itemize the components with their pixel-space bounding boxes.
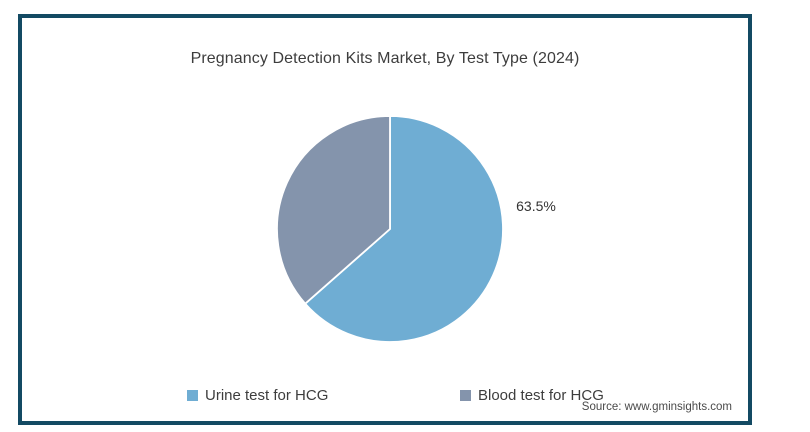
- legend-item-urine-test: Urine test for HCG: [187, 386, 328, 404]
- pie-slice-data-label: 63.5%: [516, 198, 556, 214]
- chart-legend: Urine test for HCG Blood test for HCG: [22, 386, 748, 404]
- pie-chart-svg: [276, 115, 504, 343]
- legend-item-blood-test: Blood test for HCG: [460, 386, 604, 404]
- legend-label-blood-test: Blood test for HCG: [478, 386, 604, 404]
- pie-slice-1: [304, 115, 504, 343]
- legend-label-urine-test: Urine test for HCG: [205, 386, 329, 404]
- source-attribution: Source: www.gminsights.com: [581, 401, 732, 413]
- legend-marker-urine-test: [187, 389, 198, 401]
- chart-frame: Pregnancy Detection Kits Market, By Test…: [18, 14, 752, 425]
- chart-title: Pregnancy Detection Kits Market, By Test…: [190, 50, 580, 67]
- legend-marker-blood-test: [460, 389, 471, 401]
- pie-slice-2: [276, 115, 391, 305]
- pie-chart: [270, 109, 510, 349]
